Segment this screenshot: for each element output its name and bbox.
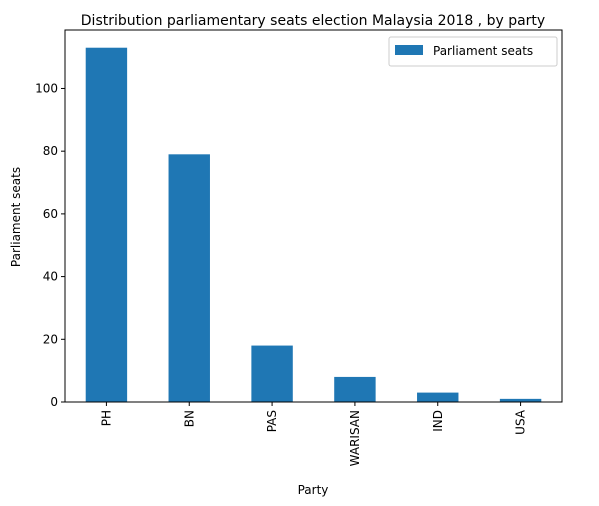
legend-label: Parliament seats (433, 44, 533, 58)
y-tick-label: 40 (43, 270, 58, 284)
x-tick-label-pas: PAS (265, 410, 279, 432)
bar-warisan (334, 376, 376, 402)
plot-frame (64, 29, 563, 403)
bar-pas (251, 345, 293, 402)
y-tick-label: 20 (43, 332, 58, 346)
bar-usa (499, 398, 542, 402)
y-tick-label: 0 (50, 395, 58, 409)
legend-swatch (395, 45, 423, 55)
legend-frame (388, 36, 558, 67)
plot-area (64, 29, 563, 403)
chart-title: Distribution parliamentary seats electio… (81, 13, 545, 29)
bar-ind (417, 392, 459, 402)
x-tick-label-warisan: WARISAN (348, 410, 362, 466)
y-tick-label: 100 (35, 81, 58, 95)
legend: Parliament seats (388, 36, 558, 67)
x-tick-label-ph: PH (99, 410, 113, 426)
bar-bn (168, 154, 210, 402)
x-tick-label-bn: BN (182, 410, 196, 427)
y-tick-label: 80 (43, 144, 58, 158)
bar-ph (85, 47, 128, 402)
y-axis-label: Parliament seats (9, 167, 23, 267)
x-tick-label-usa: USA (514, 409, 528, 435)
y-axis: 0 20 40 60 80 100 (35, 81, 65, 409)
x-axis: PH BN PAS WARISAN IND USA (99, 402, 528, 466)
x-tick-label-ind: IND (431, 410, 445, 432)
x-axis-label: Party (298, 483, 329, 497)
y-tick-label: 60 (43, 207, 58, 221)
